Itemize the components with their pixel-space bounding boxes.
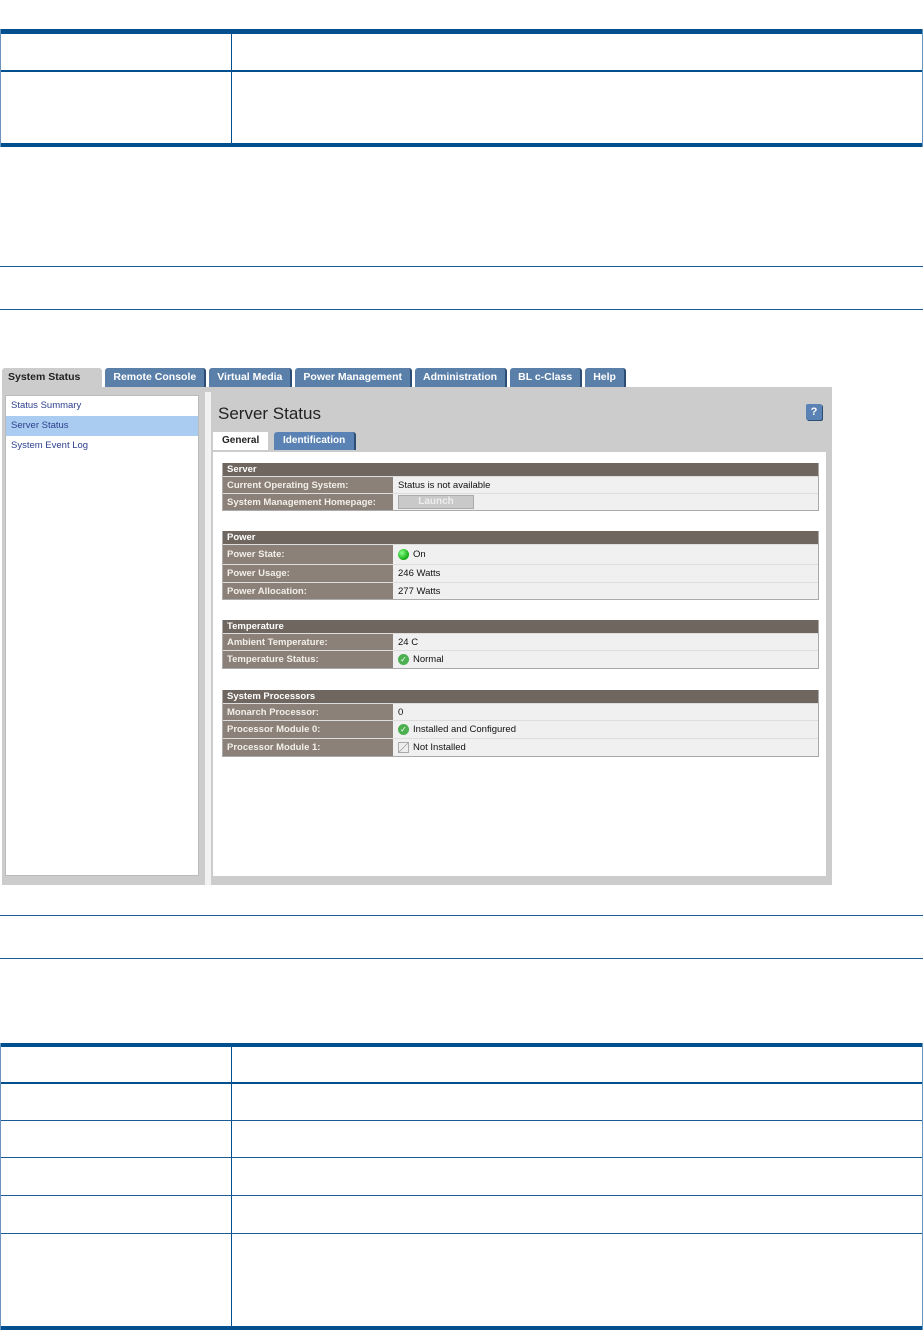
field-value: Status is not available (393, 477, 818, 493)
tab-remote-console[interactable]: Remote Console (105, 368, 207, 387)
field-label: Power Allocation: (223, 583, 393, 599)
rule (0, 309, 923, 310)
field-label: Power Usage: (223, 565, 393, 582)
sidebar-item-server-status[interactable]: Server Status (6, 416, 198, 436)
section-header: Temperature (223, 620, 818, 633)
temperature-status: Normal (413, 654, 444, 665)
field-value: 246 Watts (393, 565, 818, 582)
processor-0-status: Installed and Configured (413, 724, 516, 735)
launch-button[interactable]: Launch (398, 495, 474, 509)
field-value: ✓ Installed and Configured (393, 721, 818, 738)
power-on-icon (398, 549, 409, 560)
table-1-header-rule (0, 70, 923, 72)
table-2-row-rule (0, 1120, 923, 1121)
table-2-row-rule (0, 1233, 923, 1234)
field-label: Temperature Status: (223, 651, 393, 668)
field-label: Power State: (223, 545, 393, 564)
table-2-top-rule (0, 1043, 923, 1047)
page-title: Server Status (218, 404, 321, 423)
main-tabs: System Status Remote Console Virtual Med… (2, 368, 629, 387)
check-icon: ✓ (398, 654, 409, 665)
help-icon[interactable]: ? (806, 404, 822, 420)
field-value: Launch (393, 494, 818, 510)
rule (0, 915, 923, 916)
sidebar: Status Summary Server Status System Even… (5, 395, 199, 876)
rule (0, 958, 923, 959)
table-1-left-edge (0, 29, 1, 147)
table-2-bottom-rule (0, 1326, 923, 1330)
field-value: ✓ Normal (393, 651, 818, 668)
table-2-row-rule (0, 1195, 923, 1196)
section-header: System Processors (223, 690, 818, 703)
field-value: Not Installed (393, 739, 818, 756)
rule (0, 266, 923, 267)
tab-administration[interactable]: Administration (415, 368, 508, 387)
not-installed-icon (398, 742, 409, 753)
table-1-column-divider (231, 29, 232, 147)
processor-1-status: Not Installed (413, 742, 466, 753)
field-label: Processor Module 1: (223, 739, 393, 756)
os-status: Status is not available (398, 479, 491, 491)
table-2-row-rule (0, 1157, 923, 1158)
check-icon: ✓ (398, 724, 409, 735)
table-2-header-rule (0, 1082, 923, 1084)
tab-virtual-media[interactable]: Virtual Media (209, 368, 293, 387)
field-label: Ambient Temperature: (223, 634, 393, 650)
ilo-screenshot: System Status Remote Console Virtual Med… (2, 365, 832, 885)
field-value: 0 (393, 704, 818, 720)
section-header: Power (223, 531, 818, 544)
section-temperature: Temperature Ambient Temperature: 24 C Tem… (222, 620, 819, 669)
table-2-left-edge (0, 1043, 1, 1330)
field-label: Current Operating System: (223, 477, 393, 493)
table-1-top-rule (0, 29, 923, 34)
field-value: 277 Watts (393, 583, 818, 599)
subtab-general[interactable]: General (213, 432, 269, 450)
section-server: Server Current Operating System: Status i… (222, 463, 819, 511)
sidebar-item-status-summary[interactable]: Status Summary (11, 400, 82, 411)
field-label: Processor Module 0: (223, 721, 393, 738)
field-label: System Management Homepage: (223, 494, 393, 510)
sidebar-item-system-event-log[interactable]: System Event Log (11, 440, 89, 451)
section-system-processors: System Processors Monarch Processor: 0 Pr… (222, 690, 819, 757)
table-2-column-divider (231, 1043, 232, 1330)
tab-help[interactable]: Help (585, 368, 626, 387)
table-1-bottom-rule (0, 143, 923, 147)
field-value: On (393, 545, 818, 564)
tab-power-management[interactable]: Power Management (295, 368, 413, 387)
tab-system-status[interactable]: System Status (2, 368, 103, 387)
field-label: Monarch Processor: (223, 704, 393, 720)
field-value: 24 C (393, 634, 818, 650)
section-power: Power Power State: On Power Usage: 246 Wat… (222, 531, 819, 600)
general-panel: Server Current Operating System: Status i… (213, 452, 826, 876)
power-state: On (413, 549, 426, 560)
subtab-identification[interactable]: Identification (274, 432, 357, 450)
tab-bl-c-class[interactable]: BL c-Class (510, 368, 583, 387)
section-header: Server (223, 463, 818, 476)
